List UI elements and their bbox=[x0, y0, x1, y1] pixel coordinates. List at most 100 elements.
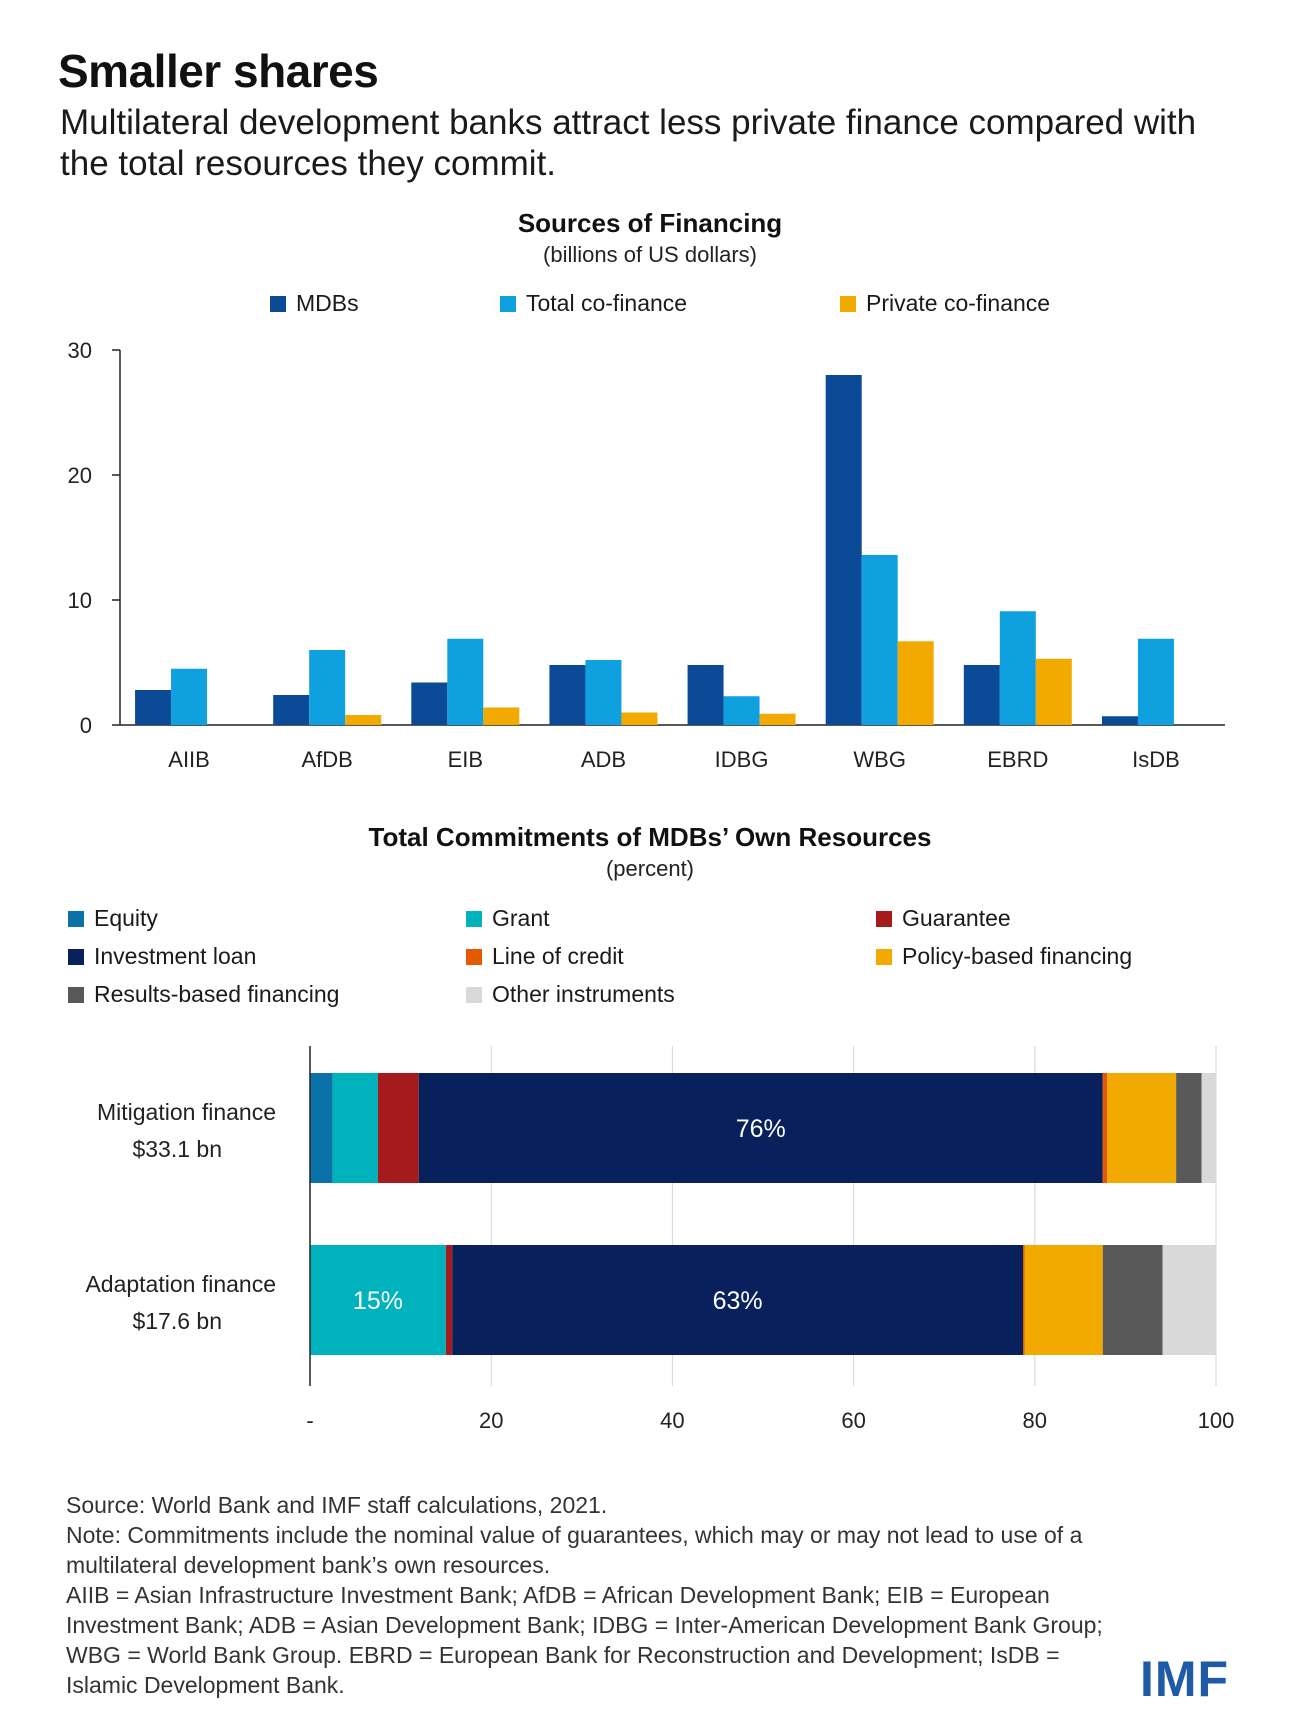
x-tick-label: AIIB bbox=[168, 747, 210, 772]
bar-ebrd-private-co-finance bbox=[1035, 658, 1072, 725]
bar-afdb-mdbs bbox=[273, 695, 310, 725]
legend-swatch bbox=[840, 295, 856, 312]
headline: Smaller shares bbox=[58, 45, 379, 97]
segment-mitigation-finance-policy-based-financing bbox=[1107, 1073, 1177, 1183]
segment-adaptation-finance-guarantee bbox=[445, 1245, 453, 1355]
bar-afdb-private-co-finance bbox=[345, 715, 382, 725]
legend-other-instruments: Other instruments bbox=[466, 981, 675, 1008]
footnote-abbreviations: AIIB = Asian Infrastructure Investment B… bbox=[66, 1582, 1110, 1698]
segment-adaptation-finance-other-instruments bbox=[1162, 1245, 1216, 1355]
data-label: 63% bbox=[713, 1287, 763, 1315]
legend-swatch bbox=[466, 986, 482, 1003]
bar-isdb-mdbs bbox=[1101, 716, 1138, 725]
segment-mitigation-finance-equity bbox=[310, 1073, 333, 1183]
bar-adb-total-co-finance bbox=[585, 660, 622, 725]
imf-logo: IMF bbox=[1140, 1651, 1230, 1707]
segment-mitigation-finance-line-of-credit bbox=[1102, 1073, 1108, 1183]
chart1-unit: (billions of US dollars) bbox=[543, 242, 757, 267]
bar-aiib-total-co-finance bbox=[171, 668, 208, 725]
segment-adaptation-finance-grant bbox=[310, 1245, 446, 1355]
subhead: Multilateral development banks attract l… bbox=[60, 103, 1197, 183]
legend-label: Guarantee bbox=[902, 905, 1011, 931]
legend-total-co-finance: Total co-finance bbox=[500, 290, 687, 317]
legend-grant: Grant bbox=[466, 905, 550, 932]
x-tick-label: IDBG bbox=[715, 747, 769, 772]
chart1-title: Sources of Financing bbox=[517, 208, 783, 238]
chart2-unit: (percent) bbox=[605, 856, 695, 881]
legend-guarantee: Guarantee bbox=[876, 905, 1011, 932]
legend-swatch bbox=[68, 986, 84, 1003]
segment-mitigation-finance-other-instruments bbox=[1201, 1073, 1216, 1183]
footnote-source: Source: World Bank and IMF staff calcula… bbox=[66, 1492, 608, 1518]
segment-mitigation-finance-investment-loan bbox=[418, 1073, 1103, 1183]
segment-adaptation-finance-policy-based-financing bbox=[1024, 1245, 1103, 1355]
row-sublabel: $17.6 bn bbox=[132, 1308, 222, 1334]
total-commitments-chart: - 20 40 60 80 100 76% Mitigation finance $33.1 b… bbox=[85, 1046, 1235, 1433]
bar-afdb-total-co-finance bbox=[309, 650, 346, 725]
segment-adaptation-finance-results-based-financing bbox=[1102, 1245, 1163, 1355]
legend-results-based-financing: Results-based financing bbox=[68, 981, 339, 1008]
footnote-note: Note: Commitments include the nominal va… bbox=[66, 1522, 1089, 1578]
x-tick-label: EIB bbox=[448, 747, 483, 772]
legend-label: Other instruments bbox=[492, 981, 675, 1007]
legend-swatch bbox=[466, 948, 482, 965]
bar-adb-private-co-finance bbox=[621, 712, 658, 725]
x-tick-label: IsDB bbox=[1132, 747, 1180, 772]
x-tick-label: 80 bbox=[1023, 1408, 1047, 1433]
legend-investment-loan: Investment loan bbox=[68, 943, 256, 970]
x-tick-label: 40 bbox=[660, 1408, 684, 1433]
legend-label: Results-based financing bbox=[94, 981, 340, 1007]
legend-swatch bbox=[500, 295, 516, 312]
legend-mdbs: MDBs bbox=[270, 290, 359, 317]
legend-label: Investment loan bbox=[94, 943, 257, 969]
bar-eib-mdbs bbox=[411, 682, 448, 725]
legend-label: MDBs bbox=[296, 290, 359, 316]
y-tick-label: 0 bbox=[80, 713, 92, 738]
bar-idbg-mdbs bbox=[687, 665, 724, 725]
sources-of-financing-chart: 0 10 20 30 AIIB AfDB EIB ADB IDBG WBG EBRD IsDB bbox=[68, 338, 1225, 772]
bar-idbg-total-co-finance bbox=[723, 696, 760, 725]
legend-label: Equity bbox=[94, 905, 158, 931]
segment-mitigation-finance-grant bbox=[332, 1073, 378, 1183]
x-tick-label: WBG bbox=[853, 747, 906, 772]
legend-label: Line of credit bbox=[492, 943, 624, 969]
legend-label: Policy-based financing bbox=[902, 943, 1133, 969]
bar-eib-total-co-finance bbox=[447, 638, 484, 725]
y-tick-label: 20 bbox=[68, 463, 92, 488]
data-label: 76% bbox=[736, 1115, 786, 1143]
segment-adaptation-finance-line-of-credit bbox=[1023, 1245, 1025, 1355]
x-tick-label: - bbox=[306, 1408, 313, 1433]
legend-swatch bbox=[876, 910, 892, 927]
segment-adaptation-finance-investment-loan bbox=[452, 1245, 1024, 1355]
y-tick-label: 30 bbox=[68, 338, 92, 363]
x-tick-label: AfDB bbox=[302, 747, 353, 772]
legend-swatch bbox=[876, 948, 892, 965]
bar-ebrd-mdbs bbox=[963, 665, 1000, 725]
chart2-legend: Equity Grant Guarantee Investment loan Line … bbox=[0, 905, 1300, 1025]
chart1-legend: MDBs Total co-finance Private co-finance bbox=[0, 290, 1300, 322]
x-tick-label: 60 bbox=[841, 1408, 865, 1433]
legend-label: Total co-finance bbox=[526, 290, 688, 316]
bar-idbg-private-co-finance bbox=[759, 713, 796, 725]
row-sublabel: $33.1 bn bbox=[132, 1136, 222, 1162]
legend-label: Private co-finance bbox=[866, 290, 1051, 316]
data-label: 15% bbox=[353, 1287, 403, 1315]
bar-aiib-mdbs bbox=[135, 690, 172, 725]
footnotes: Source: World Bank and IMF staff calcula… bbox=[66, 1490, 1116, 1700]
legend-label: Grant bbox=[492, 905, 550, 931]
legend-swatch bbox=[68, 910, 84, 927]
y-tick-label: 10 bbox=[68, 588, 92, 613]
segment-mitigation-finance-results-based-financing bbox=[1176, 1073, 1202, 1183]
bar-isdb-total-co-finance bbox=[1137, 638, 1174, 725]
legend-swatch bbox=[68, 948, 84, 965]
legend-private-co-finance: Private co-finance bbox=[840, 290, 1050, 317]
bar-wbg-mdbs bbox=[825, 375, 862, 725]
x-tick-label: EBRD bbox=[987, 747, 1048, 772]
x-tick-label: 100 bbox=[1198, 1408, 1235, 1433]
bar-ebrd-total-co-finance bbox=[999, 611, 1036, 725]
legend-swatch bbox=[270, 295, 286, 312]
x-tick-label: ADB bbox=[581, 747, 626, 772]
legend-policy-based-financing: Policy-based financing bbox=[876, 943, 1132, 970]
bar-adb-mdbs bbox=[549, 665, 586, 725]
bar-wbg-total-co-finance bbox=[861, 555, 898, 725]
